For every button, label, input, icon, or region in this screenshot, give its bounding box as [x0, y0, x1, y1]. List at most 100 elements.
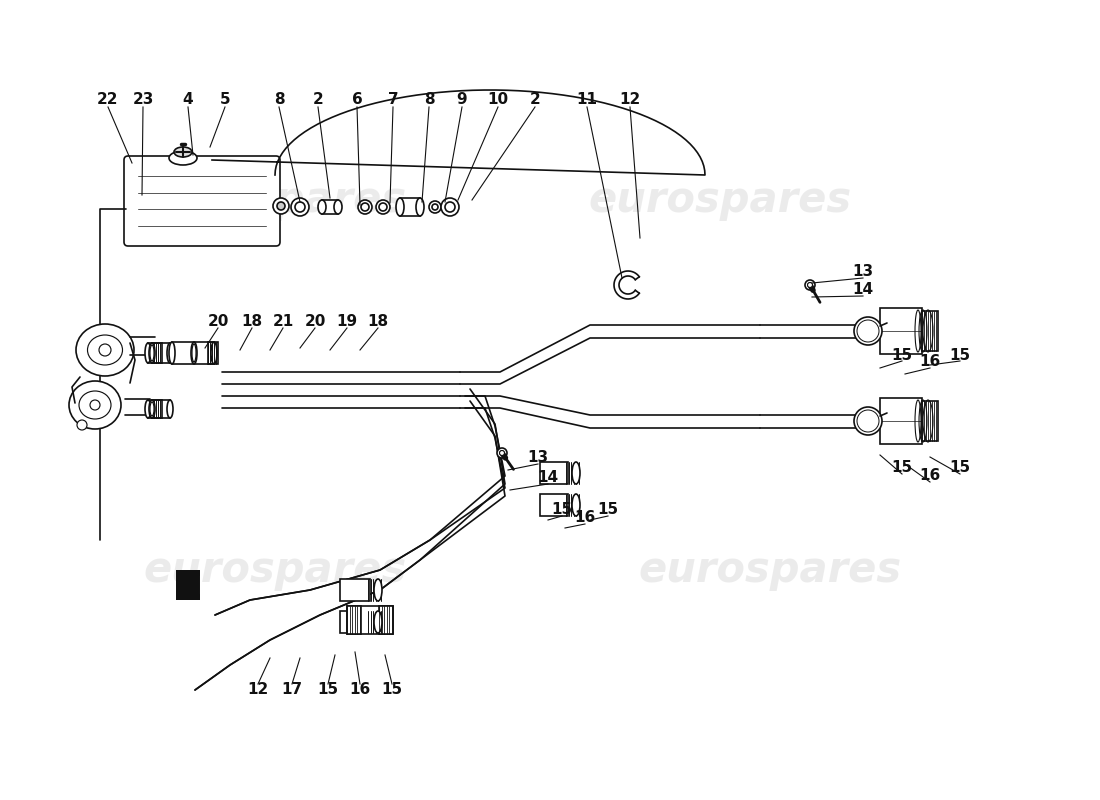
Ellipse shape	[148, 343, 155, 363]
Text: 17: 17	[282, 682, 303, 698]
Ellipse shape	[167, 400, 173, 418]
Bar	[880, 308, 922, 354]
Text: 16: 16	[920, 354, 940, 370]
Ellipse shape	[334, 200, 342, 214]
Circle shape	[90, 400, 100, 410]
Text: 13: 13	[527, 450, 549, 466]
Text: 8: 8	[274, 93, 284, 107]
Text: 15: 15	[949, 461, 970, 475]
Ellipse shape	[211, 342, 217, 364]
Circle shape	[376, 200, 390, 214]
Bar	[540, 494, 568, 516]
Text: 12: 12	[619, 93, 640, 107]
Circle shape	[295, 202, 305, 212]
Circle shape	[379, 203, 387, 211]
FancyBboxPatch shape	[124, 156, 280, 246]
Ellipse shape	[191, 342, 197, 364]
Ellipse shape	[572, 494, 580, 516]
Ellipse shape	[150, 402, 154, 416]
Text: 20: 20	[207, 314, 229, 330]
Text: 9: 9	[456, 93, 468, 107]
Circle shape	[292, 198, 309, 216]
Ellipse shape	[145, 343, 151, 363]
Bar	[922, 401, 938, 441]
Text: 13: 13	[852, 265, 873, 279]
Ellipse shape	[88, 335, 122, 365]
Text: 15: 15	[949, 347, 970, 362]
Ellipse shape	[148, 400, 155, 418]
Text: 15: 15	[891, 461, 913, 475]
Bar	[152, 343, 162, 363]
Text: 5: 5	[220, 93, 230, 107]
Text: 21: 21	[273, 314, 294, 330]
Text: 15: 15	[891, 347, 913, 362]
Text: 14: 14	[538, 470, 559, 486]
Circle shape	[77, 420, 87, 430]
Bar	[400, 198, 420, 216]
Circle shape	[497, 448, 507, 458]
Bar	[922, 311, 938, 351]
Circle shape	[441, 198, 459, 216]
Ellipse shape	[192, 344, 196, 362]
Circle shape	[857, 320, 879, 342]
Text: 2: 2	[529, 93, 540, 107]
Text: 16: 16	[920, 469, 940, 483]
Circle shape	[499, 450, 505, 455]
Bar	[208, 342, 218, 364]
Text: eurospares: eurospares	[143, 549, 407, 591]
Text: eurospares: eurospares	[588, 179, 851, 221]
Ellipse shape	[174, 147, 192, 157]
Bar	[322, 200, 338, 214]
Bar	[346, 606, 393, 634]
Bar	[148, 343, 170, 363]
Text: 15: 15	[318, 682, 339, 698]
Ellipse shape	[169, 342, 175, 364]
Text: 10: 10	[487, 93, 508, 107]
Ellipse shape	[572, 462, 580, 484]
Ellipse shape	[374, 579, 382, 601]
Ellipse shape	[69, 381, 121, 429]
Circle shape	[854, 317, 882, 345]
Circle shape	[358, 200, 372, 214]
Circle shape	[99, 344, 111, 356]
Text: 14: 14	[852, 282, 873, 298]
Bar	[540, 462, 568, 484]
Bar	[880, 398, 922, 444]
Ellipse shape	[396, 198, 404, 216]
Bar	[148, 400, 170, 418]
Circle shape	[446, 202, 455, 212]
Bar	[152, 400, 162, 418]
Text: 15: 15	[597, 502, 618, 518]
Circle shape	[432, 204, 438, 210]
Bar	[172, 342, 214, 364]
Circle shape	[805, 280, 815, 290]
Circle shape	[273, 198, 289, 214]
Text: 22: 22	[97, 93, 119, 107]
Text: 6: 6	[352, 93, 362, 107]
Text: 15: 15	[551, 502, 573, 518]
Text: 18: 18	[367, 314, 388, 330]
Bar	[346, 606, 361, 634]
Ellipse shape	[169, 151, 197, 165]
Text: eurospares: eurospares	[638, 549, 902, 591]
Circle shape	[854, 407, 882, 435]
Ellipse shape	[150, 345, 154, 361]
Text: 16: 16	[574, 510, 595, 526]
Text: 16: 16	[350, 682, 371, 698]
Circle shape	[807, 282, 813, 287]
Bar	[340, 579, 370, 601]
Text: 15: 15	[382, 682, 403, 698]
Text: 19: 19	[337, 314, 358, 330]
Ellipse shape	[374, 611, 382, 633]
Text: 12: 12	[248, 682, 268, 698]
Circle shape	[429, 201, 441, 213]
Text: 18: 18	[241, 314, 263, 330]
Circle shape	[361, 203, 368, 211]
Ellipse shape	[79, 391, 111, 419]
Text: 7: 7	[387, 93, 398, 107]
Bar	[379, 606, 393, 634]
Text: 2: 2	[312, 93, 323, 107]
Text: 8: 8	[424, 93, 434, 107]
Ellipse shape	[318, 200, 326, 214]
Ellipse shape	[416, 198, 424, 216]
